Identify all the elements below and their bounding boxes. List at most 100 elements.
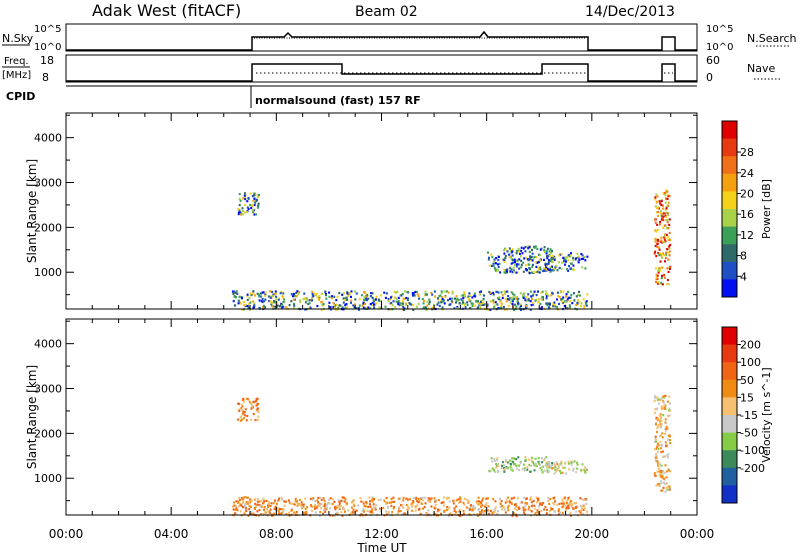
power-pixel (277, 298, 280, 301)
power-pixel (511, 298, 514, 301)
power-pixel (668, 195, 671, 198)
power-pixel (318, 298, 321, 301)
power-pixel (310, 296, 313, 300)
velocity-pixel (505, 467, 508, 470)
velocity-pixel (256, 403, 259, 406)
power-pixel (664, 240, 667, 243)
power-pixel (234, 291, 237, 294)
velocity-pixel (570, 461, 573, 464)
velocity-pixel (569, 503, 572, 506)
power-pixel (463, 291, 466, 294)
power-pixel (540, 291, 543, 294)
colorbar-tick-label: -100 (740, 444, 765, 457)
velocity-pixel (441, 501, 444, 504)
velocity-pixel (658, 444, 661, 447)
power-pixel (553, 256, 556, 259)
velocity-pixel (658, 470, 661, 473)
velocity-pixel (546, 508, 548, 511)
velocity-pixel (501, 504, 504, 508)
freq-panel: Freq. [MHz] 18 8 60 0 Nave (2, 54, 782, 84)
power-pixel (362, 306, 365, 309)
power-pixel (660, 240, 662, 243)
velocity-pixel (668, 414, 671, 417)
velocity-pixel (343, 496, 346, 499)
power-pixel (566, 307, 569, 310)
velocity-pixel (273, 506, 276, 509)
power-pixel (315, 293, 318, 296)
velocity-pixel (462, 512, 465, 515)
power-pixel (237, 207, 240, 211)
power-pixel (529, 290, 532, 293)
velocity-pixel (548, 502, 551, 505)
velocity-pixel (544, 505, 547, 509)
power-pixel (509, 301, 512, 304)
power-pixel (412, 308, 415, 311)
power-pixel (656, 242, 659, 245)
power-pixel (478, 290, 481, 294)
velocity-pixel (249, 401, 252, 404)
power-pixel (667, 270, 670, 273)
power-pixel (560, 253, 563, 256)
power-pixel (499, 307, 502, 310)
velocity-pixel (654, 396, 657, 399)
velocity-pixel (275, 502, 278, 505)
velocity-pixel (524, 508, 527, 511)
power-pixel (558, 302, 560, 305)
velocity-pixel (530, 505, 533, 508)
power-pixel (307, 302, 310, 306)
velocity-pixel (666, 488, 669, 491)
velocity-pixel (326, 506, 329, 509)
velocity-pixel (530, 514, 533, 517)
velocity-pixel (585, 467, 588, 470)
power-pixel (541, 298, 544, 301)
power-pixel (666, 248, 669, 251)
velocity-pixel (556, 468, 559, 471)
power-pixel (369, 303, 372, 306)
power-pixel (523, 257, 526, 260)
power-pixel (537, 268, 540, 271)
velocity-pixel (370, 510, 373, 514)
power-pixel (355, 292, 358, 295)
power-pixel (263, 300, 266, 303)
power-pixel (361, 304, 364, 307)
velocity-pixel (566, 506, 569, 509)
power-pixel (541, 295, 544, 299)
power-pixel (367, 297, 370, 300)
velocity-pixel (324, 507, 327, 510)
power-pixel (251, 205, 254, 208)
power-pixel (404, 302, 407, 305)
power-pixel (538, 259, 541, 262)
velocity-pixel (664, 490, 667, 493)
velocity-pixel (434, 503, 437, 506)
velocity-pixel (510, 502, 513, 505)
power-pixel (489, 308, 492, 311)
velocity-pixel (288, 501, 291, 504)
power-pixel (369, 307, 372, 310)
velocity-pixel (244, 504, 247, 507)
velocity-pixel (561, 511, 564, 514)
power-pixel (669, 267, 671, 270)
power-pixel (372, 299, 375, 302)
velocity-pixel (553, 472, 556, 475)
power-pixel (659, 212, 662, 215)
velocity-pixel (246, 502, 249, 505)
x-tick-label: 16:00 (469, 527, 504, 541)
velocity-pixel (249, 418, 252, 421)
power-pixel (343, 298, 346, 302)
power-pixel (257, 194, 260, 197)
power-pixel (519, 292, 522, 295)
power-pixel (251, 210, 254, 213)
power-pixel (497, 297, 499, 300)
velocity-pixel (235, 505, 238, 508)
velocity-pixel (656, 460, 659, 463)
power-pixel (330, 297, 333, 300)
velocity-pixel (661, 450, 664, 453)
velocity-pixel (555, 461, 558, 464)
power-pixel (513, 293, 516, 296)
colorbar-swatch (722, 138, 737, 157)
power-pixel (656, 228, 659, 231)
power-pixel (492, 299, 495, 302)
power-pixel (530, 255, 533, 258)
velocity-pixel (254, 419, 257, 422)
power-pixel (477, 300, 479, 303)
